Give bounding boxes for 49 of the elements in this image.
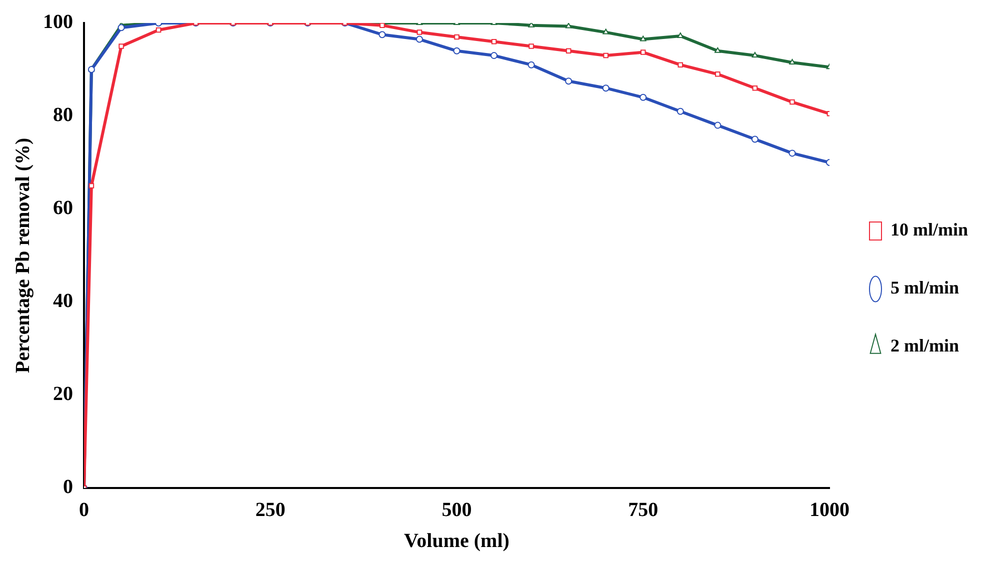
y-tick-label: 40 (53, 290, 73, 312)
point (751, 136, 758, 143)
point (378, 31, 386, 38)
point (453, 47, 460, 54)
legend-label: 2 ml/min (890, 336, 960, 356)
point (602, 84, 610, 92)
point (789, 59, 796, 65)
y-tick-label: 100 (43, 11, 73, 34)
point (118, 44, 124, 49)
point (528, 61, 535, 68)
point (416, 36, 423, 43)
point (566, 48, 572, 54)
point (640, 36, 646, 42)
point (156, 27, 162, 33)
point (678, 62, 684, 68)
point (118, 24, 125, 32)
y-tick-label: 60 (53, 197, 73, 220)
point (640, 50, 646, 55)
x-tick-label: 500 (442, 499, 472, 522)
point (714, 47, 721, 53)
point (790, 99, 795, 105)
point (528, 44, 534, 49)
point (454, 34, 460, 40)
x-tick-label: 0 (79, 499, 89, 522)
legend-label: 10 ml/min (890, 220, 968, 240)
point (752, 85, 758, 91)
y-axis-title: Percentage Pb removal (%) (12, 138, 34, 374)
y-tick-label: 0 (63, 476, 73, 498)
point (603, 52, 608, 58)
point (602, 28, 609, 34)
point (715, 72, 720, 77)
y-tick-label: 20 (53, 383, 73, 406)
point (565, 78, 572, 85)
x-tick-label: 1000 (810, 499, 850, 522)
point (416, 30, 422, 35)
point (714, 122, 722, 129)
point (491, 38, 497, 44)
x-axis-title: Volume (ml) (404, 530, 510, 552)
x-tick-label: 250 (255, 499, 286, 522)
point (490, 52, 498, 60)
point (640, 94, 647, 101)
x-tick-label: 750 (628, 499, 658, 522)
point (380, 23, 385, 28)
point (788, 150, 796, 157)
point (88, 183, 94, 188)
y-tick-label: 80 (53, 104, 73, 126)
point (676, 108, 684, 115)
legend-label: 5 ml/min (890, 278, 960, 298)
point (565, 23, 572, 28)
